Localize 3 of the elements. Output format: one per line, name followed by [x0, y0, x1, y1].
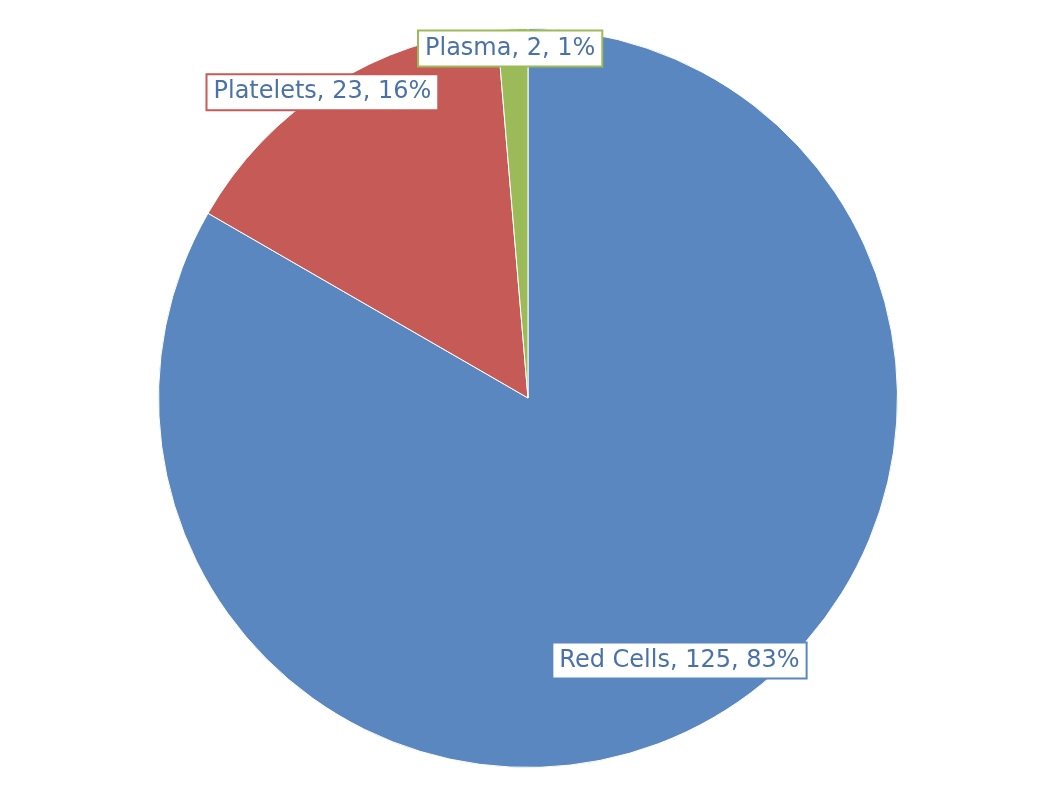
slice-label: Platelets, 23, 16% — [213, 76, 432, 105]
slice-label: Plasma, 2, 1% — [425, 32, 596, 61]
slice-label: Red Cells, 125, 83% — [559, 644, 800, 673]
